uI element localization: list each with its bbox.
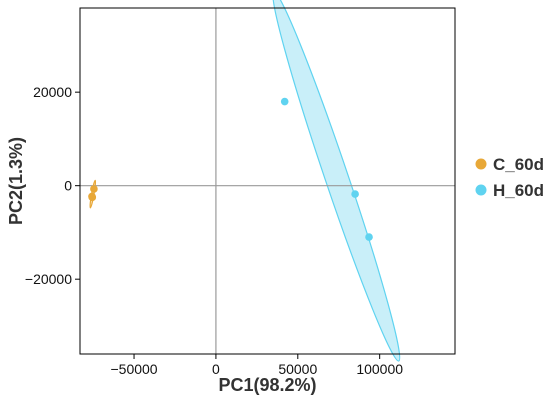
- legend: C_60d H_60d: [475, 155, 544, 200]
- point-h-60d-3: [365, 233, 373, 241]
- y-tick-label: 20000: [33, 84, 72, 100]
- data-points: [88, 97, 373, 241]
- legend-label-c-60d: C_60d: [493, 155, 544, 174]
- point-c-60d-1: [90, 185, 98, 193]
- axis-ticks: −50000 0 50000 100000 −20000 0 20000: [25, 84, 403, 377]
- y-tick-label: 0: [64, 178, 72, 194]
- x-tick-label: −50000: [110, 361, 157, 377]
- x-tick-label: 100000: [356, 361, 403, 377]
- point-h-60d-1: [280, 97, 289, 106]
- legend-swatch-c-60d: [475, 158, 487, 170]
- legend-swatch-h-60d: [475, 184, 487, 196]
- x-axis-title: PC1(98.2%): [218, 375, 316, 395]
- point-c-60d-3: [88, 192, 96, 201]
- x-tick-label: 0: [212, 361, 220, 377]
- legend-label-h-60d: H_60d: [493, 181, 544, 200]
- reference-lines: [80, 8, 455, 354]
- ellipse-h-60d: [272, 0, 401, 362]
- y-axis-title: PC2(1.3%): [6, 137, 26, 225]
- confidence-ellipses: [89, 0, 401, 362]
- y-tick-label: −20000: [25, 271, 72, 287]
- plot-frame: [79, 7, 456, 355]
- point-h-60d-2: [351, 190, 359, 198]
- x-tick-label: 50000: [278, 361, 317, 377]
